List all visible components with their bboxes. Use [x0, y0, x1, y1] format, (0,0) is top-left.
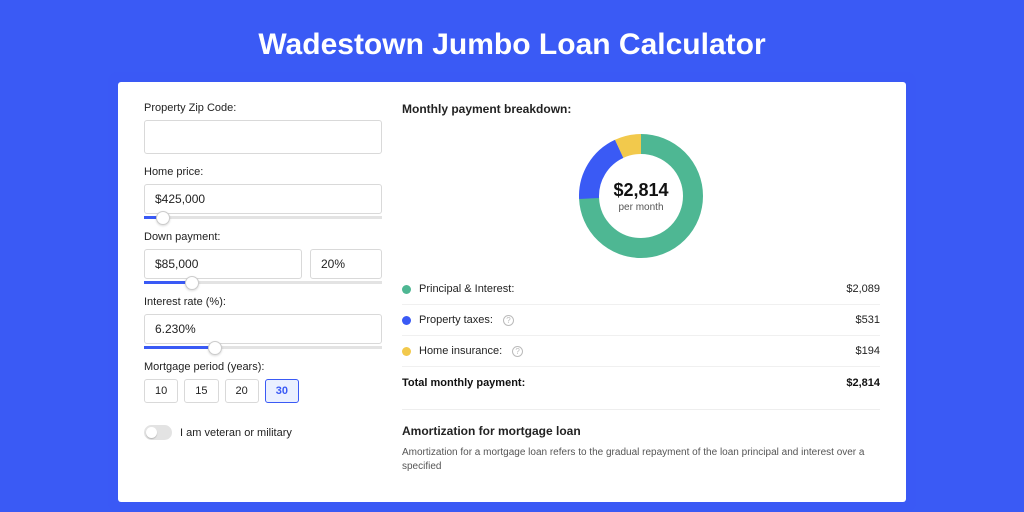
legend-dot	[402, 347, 411, 356]
home-price-slider[interactable]	[144, 216, 382, 219]
mortgage-period-label: Mortgage period (years):	[144, 361, 382, 373]
legend-row: Property taxes:? $531	[402, 305, 880, 336]
interest-rate-slider[interactable]	[144, 346, 382, 349]
total-amount: $2,814	[846, 377, 880, 389]
amortization-block: Amortization for mortgage loan Amortizat…	[402, 409, 880, 474]
interest-rate-slider-fill	[144, 346, 215, 349]
mortgage-period-option[interactable]: 20	[225, 379, 259, 403]
legend-label: Home insurance:	[419, 345, 502, 357]
mortgage-period-option[interactable]: 30	[265, 379, 299, 403]
mortgage-period-option[interactable]: 15	[184, 379, 218, 403]
legend-label: Property taxes:	[419, 314, 493, 326]
amortization-title: Amortization for mortgage loan	[402, 424, 880, 438]
down-payment-pct-input[interactable]	[310, 249, 382, 279]
zip-label: Property Zip Code:	[144, 102, 382, 114]
interest-rate-slider-thumb[interactable]	[208, 341, 222, 355]
home-price-input[interactable]	[144, 184, 382, 214]
total-row: Total monthly payment: $2,814	[402, 367, 880, 403]
page-title: Wadestown Jumbo Loan Calculator	[0, 0, 1024, 82]
mortgage-period-option[interactable]: 10	[144, 379, 178, 403]
info-icon[interactable]: ?	[512, 346, 523, 357]
legend-row: Principal & Interest: $2,089	[402, 274, 880, 305]
home-price-label: Home price:	[144, 166, 382, 178]
form-panel: Property Zip Code: Home price: Down paym…	[144, 102, 382, 482]
breakdown-panel: Monthly payment breakdown: $2,814 per mo…	[402, 102, 880, 482]
veteran-toggle[interactable]	[144, 425, 172, 440]
amortization-text: Amortization for a mortgage loan refers …	[402, 446, 880, 474]
legend-label: Principal & Interest:	[419, 283, 514, 295]
legend-dot	[402, 316, 411, 325]
donut-amount: $2,814	[613, 180, 668, 201]
legend-list: Principal & Interest: $2,089 Property taxe…	[402, 274, 880, 367]
legend-amount: $531	[856, 314, 880, 326]
legend-amount: $194	[856, 345, 880, 357]
interest-rate-input[interactable]	[144, 314, 382, 344]
calculator-card: Property Zip Code: Home price: Down paym…	[118, 82, 906, 502]
veteran-label: I am veteran or military	[180, 427, 292, 439]
mortgage-period-group: 1015 2030	[144, 379, 382, 403]
zip-input[interactable]	[144, 120, 382, 154]
home-price-slider-thumb[interactable]	[156, 211, 170, 225]
down-payment-slider-thumb[interactable]	[185, 276, 199, 290]
legend-row: Home insurance:? $194	[402, 336, 880, 367]
donut-sublabel: per month	[618, 202, 663, 213]
legend-dot	[402, 285, 411, 294]
donut-container: $2,814 per month	[402, 126, 880, 274]
payment-donut-chart: $2,814 per month	[579, 134, 703, 258]
total-label: Total monthly payment:	[402, 377, 525, 389]
interest-rate-label: Interest rate (%):	[144, 296, 382, 308]
down-payment-slider[interactable]	[144, 281, 382, 284]
info-icon[interactable]: ?	[503, 315, 514, 326]
down-payment-label: Down payment:	[144, 231, 382, 243]
breakdown-title: Monthly payment breakdown:	[402, 102, 880, 116]
down-payment-input[interactable]	[144, 249, 302, 279]
legend-amount: $2,089	[846, 283, 880, 295]
